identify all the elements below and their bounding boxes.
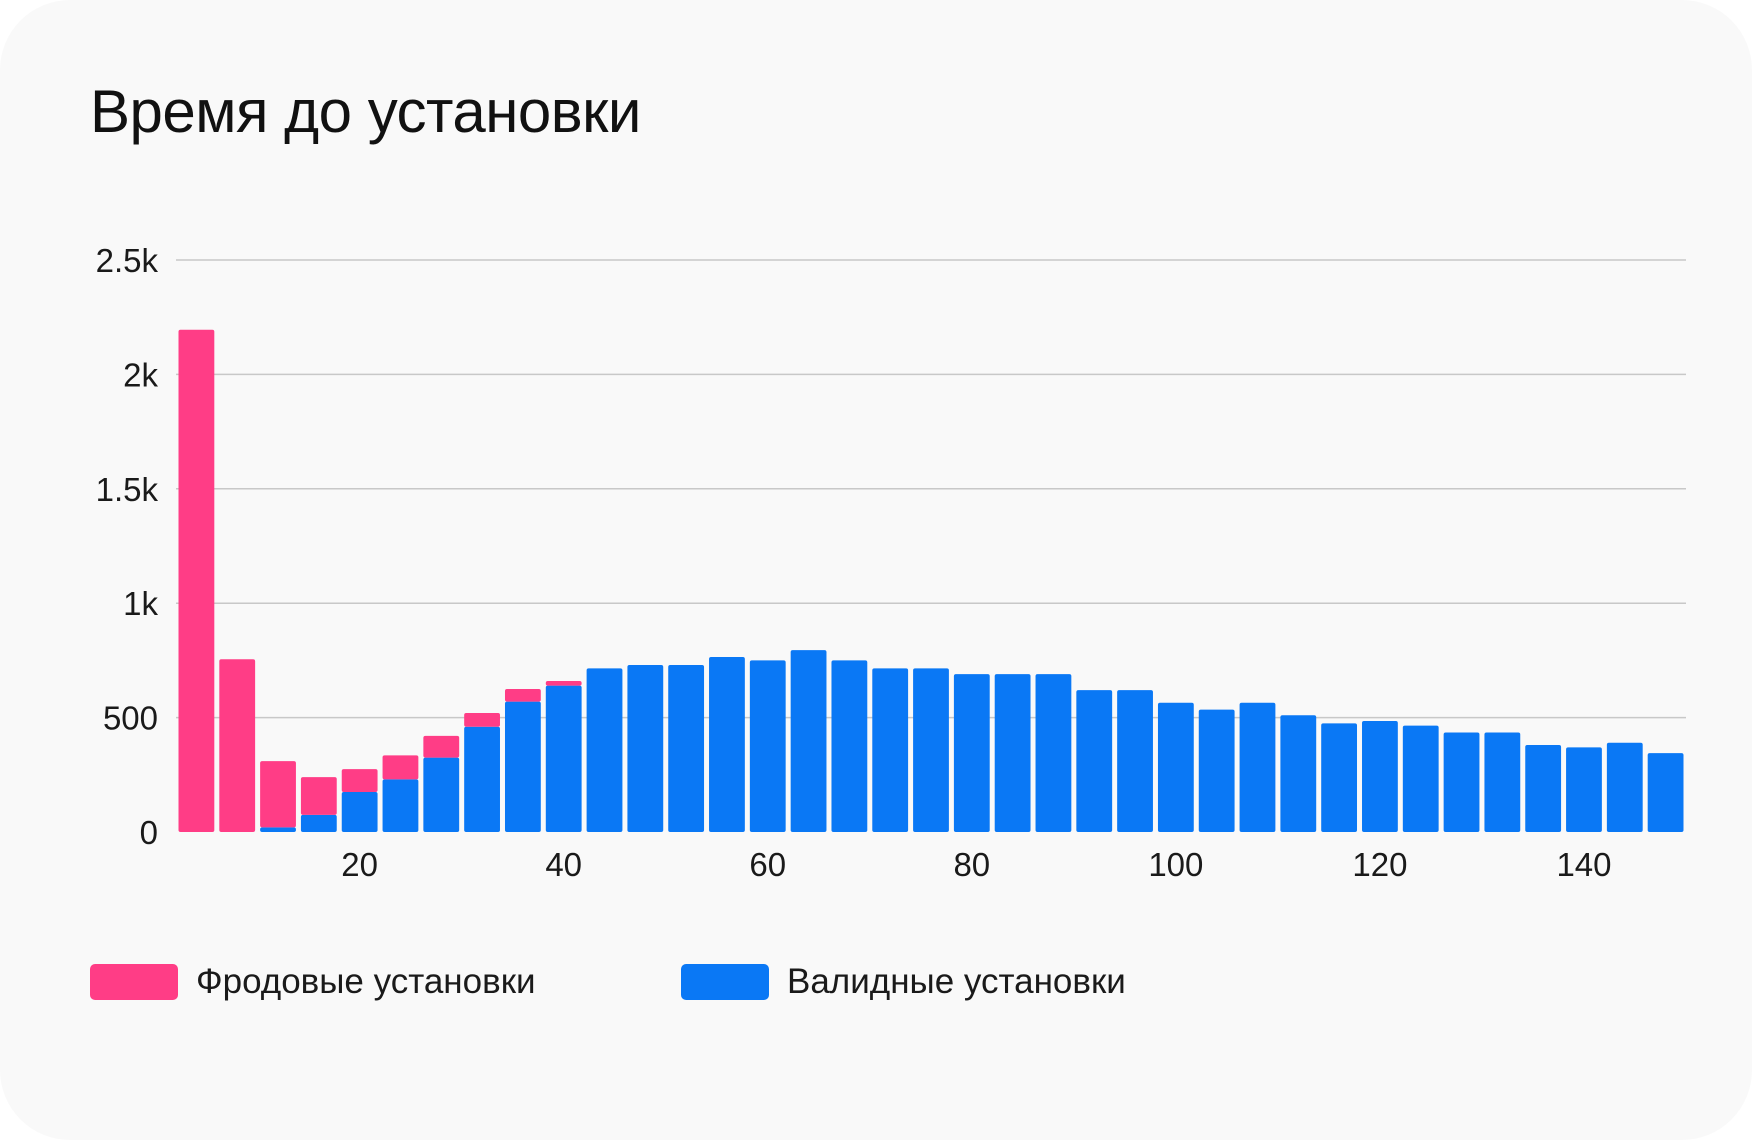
x-tick-label: 100 xyxy=(1148,846,1203,883)
x-tick-label: 140 xyxy=(1556,846,1611,883)
bar-valid xyxy=(1321,723,1358,832)
bar-valid xyxy=(709,656,745,832)
bar-valid xyxy=(504,701,541,832)
bar-valid xyxy=(749,660,786,832)
bar-valid xyxy=(1035,674,1072,832)
x-tick-label: 80 xyxy=(953,846,990,883)
legend-label-fraud: Фродовые установки xyxy=(196,962,536,1001)
bar-valid xyxy=(1362,721,1398,832)
x-tick-label: 120 xyxy=(1352,846,1407,883)
bar-valid xyxy=(1402,725,1439,832)
bar-valid xyxy=(1484,732,1521,832)
bar-fraud xyxy=(341,769,378,792)
bars xyxy=(178,329,1684,832)
legend-swatch-valid xyxy=(681,964,769,1000)
bar-valid xyxy=(831,660,868,832)
bar-valid xyxy=(872,668,909,832)
bar-valid xyxy=(1117,690,1153,832)
bar-fraud xyxy=(382,755,419,780)
bar-fraud xyxy=(300,777,337,815)
x-axis-ticks: 20 40 60 80 100 120 140 xyxy=(341,846,1611,883)
bar-valid xyxy=(668,664,705,832)
bar-valid xyxy=(423,757,460,832)
bar-valid xyxy=(586,668,623,832)
bar-fraud xyxy=(178,329,215,832)
bar-valid xyxy=(1198,709,1235,832)
bar-fraud xyxy=(464,713,500,727)
bar-fraud xyxy=(260,761,296,828)
bar-valid xyxy=(1525,745,1562,832)
bar-valid xyxy=(627,664,664,832)
bar-valid xyxy=(545,685,582,832)
legend-item-valid: Валидные установки xyxy=(681,962,1126,1002)
bar-fraud xyxy=(423,735,460,758)
y-axis-ticks: 0 500 1k 1.5k 2k 2.5k xyxy=(96,242,159,851)
grid-lines xyxy=(176,259,1686,719)
bar-valid xyxy=(1443,732,1480,832)
bar-valid xyxy=(260,827,296,832)
bar-valid xyxy=(464,726,500,832)
bar-valid xyxy=(300,814,337,832)
legend-item-fraud: Фродовые установки xyxy=(90,962,536,1002)
bar-valid xyxy=(1239,702,1276,832)
bar-valid xyxy=(790,650,827,832)
y-tick-label: 0 xyxy=(140,814,158,851)
bar-valid xyxy=(1606,742,1643,832)
legend-label-valid: Валидные установки xyxy=(787,962,1126,1001)
x-tick-label: 40 xyxy=(545,846,582,883)
bar-valid xyxy=(1076,690,1113,832)
x-tick-label: 20 xyxy=(341,846,378,883)
y-tick-label: 500 xyxy=(103,700,158,737)
y-tick-label: 1k xyxy=(123,585,158,622)
chart-title: Время до установки xyxy=(90,78,641,145)
y-tick-label: 2.5k xyxy=(96,242,159,279)
bar-valid xyxy=(1647,753,1684,832)
bar-valid xyxy=(1280,715,1317,832)
bar-fraud xyxy=(219,659,256,832)
y-tick-label: 2k xyxy=(123,356,158,393)
bar-fraud xyxy=(545,680,582,686)
bar-valid xyxy=(1566,747,1602,832)
legend-swatch-fraud xyxy=(90,964,178,1000)
bar-valid xyxy=(1157,702,1194,832)
bar-fraud xyxy=(504,689,541,702)
x-tick-label: 60 xyxy=(749,846,786,883)
bar-valid xyxy=(953,674,990,832)
bar-valid xyxy=(382,779,419,832)
y-tick-label: 1.5k xyxy=(96,471,159,508)
bar-valid xyxy=(913,668,949,832)
bar-valid xyxy=(341,791,378,832)
bar-valid xyxy=(994,674,1031,832)
